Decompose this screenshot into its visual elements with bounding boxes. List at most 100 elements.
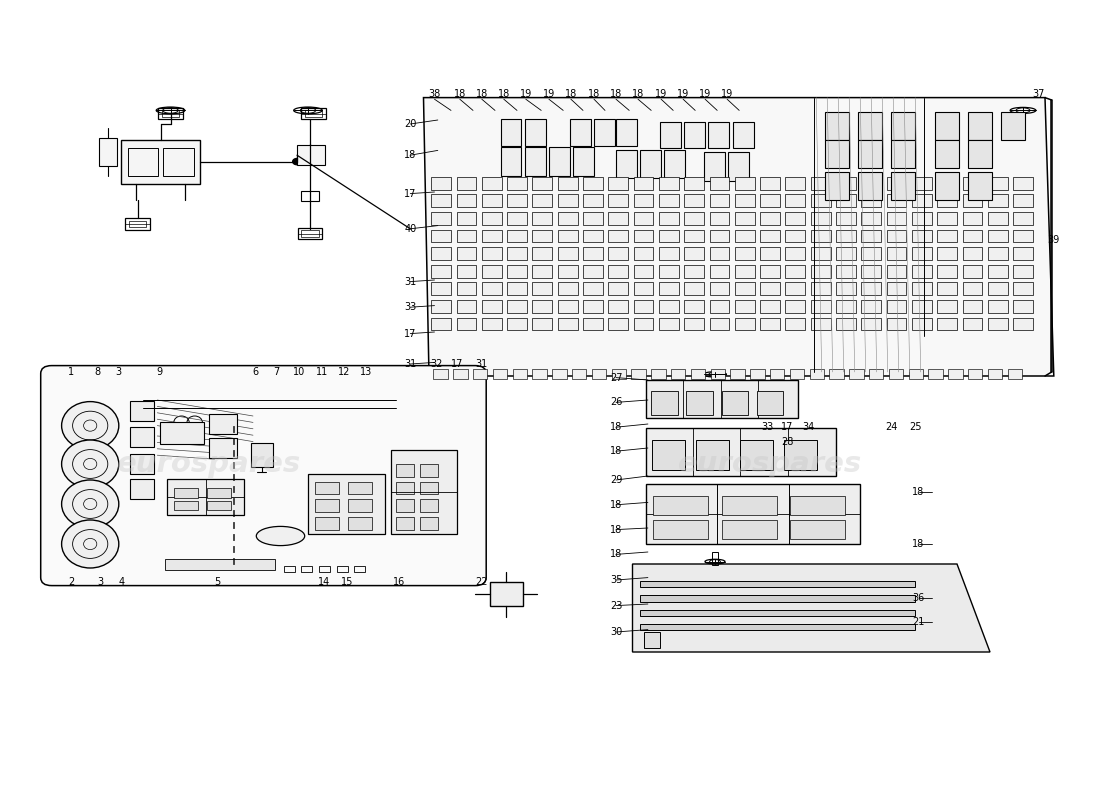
- Bar: [988, 177, 1008, 190]
- Bar: [348, 499, 372, 512]
- Bar: [710, 230, 729, 242]
- Bar: [659, 300, 679, 313]
- Bar: [849, 369, 864, 379]
- Bar: [785, 282, 805, 295]
- Text: 26: 26: [609, 398, 623, 407]
- Bar: [836, 300, 856, 313]
- Bar: [760, 177, 780, 190]
- Bar: [634, 212, 653, 225]
- Bar: [988, 300, 1008, 313]
- Bar: [785, 212, 805, 225]
- Bar: [420, 499, 438, 512]
- Bar: [887, 177, 906, 190]
- Bar: [482, 230, 502, 242]
- Bar: [937, 212, 957, 225]
- Bar: [305, 110, 322, 117]
- Bar: [121, 140, 200, 184]
- Text: 33: 33: [761, 422, 774, 432]
- Bar: [711, 369, 725, 379]
- Bar: [750, 369, 764, 379]
- Bar: [583, 300, 603, 313]
- Bar: [784, 440, 817, 470]
- Bar: [1013, 282, 1033, 295]
- Bar: [608, 318, 628, 330]
- Bar: [129, 221, 146, 227]
- Bar: [937, 194, 957, 207]
- Bar: [646, 484, 860, 544]
- Bar: [532, 230, 552, 242]
- Bar: [207, 488, 231, 498]
- Text: 23: 23: [609, 601, 623, 610]
- Bar: [456, 318, 476, 330]
- Bar: [558, 230, 578, 242]
- Bar: [760, 212, 780, 225]
- Bar: [937, 318, 957, 330]
- Polygon shape: [424, 98, 1054, 376]
- Bar: [532, 212, 552, 225]
- Bar: [790, 496, 845, 515]
- Text: 18: 18: [912, 539, 925, 549]
- Text: 31: 31: [404, 359, 417, 369]
- Bar: [710, 300, 729, 313]
- Bar: [696, 440, 729, 470]
- Bar: [158, 108, 183, 119]
- Bar: [420, 464, 438, 477]
- Text: 8: 8: [95, 367, 101, 377]
- Bar: [608, 177, 628, 190]
- Bar: [431, 230, 451, 242]
- Bar: [722, 520, 777, 539]
- Bar: [209, 414, 236, 434]
- Bar: [1013, 177, 1033, 190]
- Bar: [962, 194, 982, 207]
- Text: 39: 39: [1047, 235, 1060, 245]
- Bar: [583, 265, 603, 278]
- Bar: [507, 230, 527, 242]
- Bar: [684, 194, 704, 207]
- Bar: [659, 282, 679, 295]
- Bar: [431, 177, 451, 190]
- Bar: [968, 172, 992, 200]
- Bar: [513, 369, 527, 379]
- Bar: [608, 247, 628, 260]
- Bar: [811, 212, 830, 225]
- Bar: [811, 318, 830, 330]
- Bar: [887, 318, 906, 330]
- Bar: [507, 282, 527, 295]
- Bar: [640, 581, 915, 587]
- Bar: [861, 247, 881, 260]
- Bar: [760, 247, 780, 260]
- Bar: [348, 517, 372, 530]
- Bar: [684, 265, 704, 278]
- Bar: [640, 624, 915, 630]
- Bar: [912, 300, 932, 313]
- Bar: [431, 194, 451, 207]
- Bar: [634, 177, 653, 190]
- Bar: [507, 194, 527, 207]
- Bar: [684, 122, 705, 148]
- Bar: [1013, 300, 1033, 313]
- Bar: [968, 140, 992, 168]
- Bar: [887, 300, 906, 313]
- Bar: [298, 228, 322, 239]
- Bar: [431, 247, 451, 260]
- Bar: [891, 140, 915, 168]
- Bar: [948, 369, 962, 379]
- Bar: [644, 632, 660, 648]
- Bar: [431, 265, 451, 278]
- Bar: [988, 194, 1008, 207]
- Bar: [612, 369, 626, 379]
- Bar: [482, 318, 502, 330]
- Bar: [558, 177, 578, 190]
- Bar: [710, 318, 729, 330]
- Bar: [456, 177, 476, 190]
- Text: 22: 22: [475, 578, 488, 587]
- Ellipse shape: [62, 480, 119, 528]
- Bar: [420, 517, 438, 530]
- Text: 18: 18: [609, 550, 623, 559]
- Bar: [507, 300, 527, 313]
- Bar: [659, 230, 679, 242]
- Bar: [836, 318, 856, 330]
- Bar: [207, 501, 231, 510]
- Bar: [962, 318, 982, 330]
- Bar: [722, 391, 748, 415]
